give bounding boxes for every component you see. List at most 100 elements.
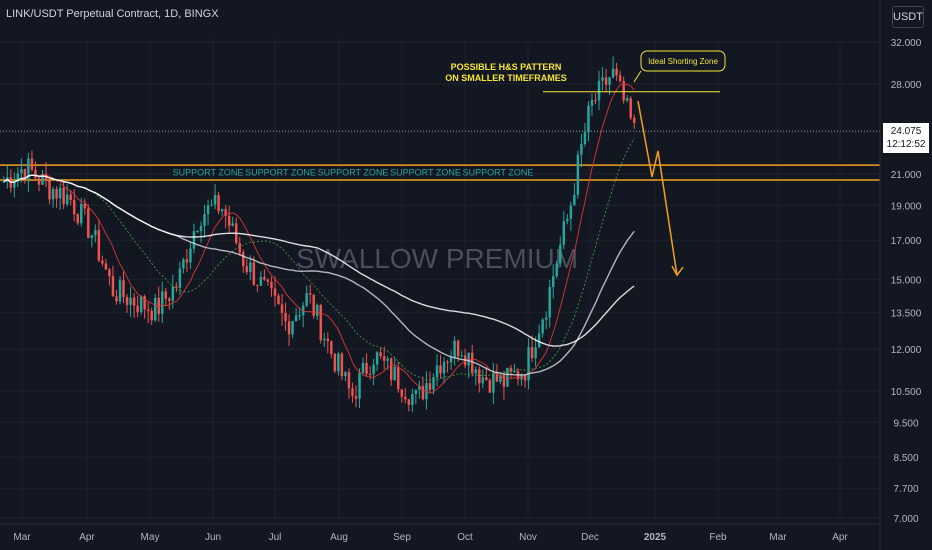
- candle-body: [41, 173, 44, 185]
- x-axis: Mar Apr May Jun Jul Aug Sep Oct Nov Dec 2025 Feb Mar…: [13, 532, 848, 543]
- candle-body: [421, 385, 425, 400]
- candle-body: [263, 276, 266, 280]
- candle-body: [23, 169, 27, 180]
- candle-body: [115, 296, 118, 302]
- candle-body: [618, 75, 622, 81]
- candle-body: [478, 369, 481, 384]
- candle-body: [340, 353, 344, 376]
- support-zone-label: SUPPORT ZONE: [173, 168, 244, 178]
- y-tick-label: 32.000: [891, 38, 922, 49]
- candle-body: [485, 377, 488, 380]
- candle-body: [178, 268, 182, 288]
- shorting-zone-pointer: [633, 70, 642, 83]
- candle-body: [164, 291, 168, 299]
- candle-body: [375, 352, 379, 365]
- candle-body: [354, 396, 358, 399]
- candle-body: [298, 315, 301, 317]
- candle-body: [566, 218, 569, 222]
- candle-body: [537, 333, 541, 348]
- candle-body: [439, 365, 442, 374]
- candle-body: [495, 372, 499, 382]
- candle-body: [499, 374, 502, 382]
- candle-body: [189, 248, 192, 263]
- candle-body: [65, 194, 69, 205]
- candle-body: [185, 259, 189, 263]
- candle-body: [161, 291, 164, 314]
- candle-body: [418, 385, 421, 390]
- candle-body: [213, 195, 217, 205]
- x-tick-label: Sep: [393, 532, 411, 543]
- candle-body: [301, 305, 305, 316]
- candle-body: [456, 340, 460, 357]
- last-price: 24.075: [890, 126, 922, 137]
- candle-body: [569, 205, 573, 219]
- x-tick-label: Mar: [13, 532, 31, 543]
- candle-body: [414, 389, 418, 395]
- candle-body: [474, 369, 477, 374]
- candle-body: [347, 372, 351, 389]
- candle-body: [266, 279, 270, 282]
- candle-body: [231, 223, 234, 226]
- x-tick-label: Oct: [457, 532, 473, 543]
- arrow-head: [671, 265, 684, 277]
- x-tick-label: Aug: [330, 532, 348, 543]
- candle-body: [203, 214, 206, 227]
- x-tick-label: Dec: [581, 532, 599, 543]
- candle-body: [182, 259, 185, 269]
- candle-body: [446, 361, 449, 363]
- candle-body: [273, 288, 277, 296]
- candle-body: [432, 377, 435, 390]
- y-tick-label: 7.000: [893, 514, 918, 525]
- support-zone-label: SUPPORT ZONE: [463, 168, 534, 178]
- candle-body: [601, 77, 604, 81]
- moving-average-line: [3, 137, 635, 381]
- candle-body: [470, 352, 474, 374]
- x-tick-label: May: [141, 532, 160, 543]
- candle-body: [305, 293, 308, 306]
- candle-body: [597, 80, 601, 101]
- y-tick-label: 19.000: [891, 201, 922, 212]
- y-tick-label: 9.500: [893, 418, 918, 429]
- candle-body: [210, 204, 213, 206]
- candle-body: [58, 187, 62, 199]
- support-zone-label: SUPPORT ZONE: [245, 168, 316, 178]
- candle-body: [153, 297, 157, 321]
- currency-button[interactable]: USDT: [892, 6, 924, 28]
- x-tick-label: Jun: [205, 532, 221, 543]
- candle-body: [245, 266, 249, 272]
- candle-body: [196, 231, 199, 233]
- candle-body: [358, 372, 361, 399]
- candle-body: [488, 379, 492, 393]
- candle-body: [344, 372, 347, 376]
- candle-body: [291, 321, 294, 335]
- candle-body: [111, 276, 115, 297]
- candle-body: [382, 356, 386, 361]
- candle-body: [20, 169, 23, 174]
- candle-body: [37, 177, 41, 185]
- candle-body: [55, 189, 58, 199]
- candle-body: [368, 373, 372, 375]
- candle-body: [559, 244, 562, 264]
- candle-body: [548, 287, 551, 318]
- candle-body: [330, 341, 333, 354]
- candle-body: [506, 367, 509, 387]
- candle-body: [101, 260, 104, 264]
- candle-body: [227, 215, 231, 226]
- candle-body: [277, 295, 280, 305]
- y-tick-label: 21.000: [891, 170, 922, 181]
- candle-body: [333, 353, 337, 372]
- candle-body: [312, 294, 315, 316]
- candle-body: [555, 263, 558, 277]
- candle-body: [435, 365, 439, 378]
- candle-body: [168, 298, 171, 301]
- support-zone-label: SUPPORT ZONE: [318, 168, 389, 178]
- candle-body: [587, 105, 590, 133]
- candle-body: [411, 394, 414, 405]
- candle-body: [576, 154, 580, 195]
- candle-body: [34, 169, 37, 178]
- y-tick-label: 12.000: [891, 345, 922, 356]
- candle-body: [608, 77, 611, 85]
- candle-body: [139, 296, 143, 313]
